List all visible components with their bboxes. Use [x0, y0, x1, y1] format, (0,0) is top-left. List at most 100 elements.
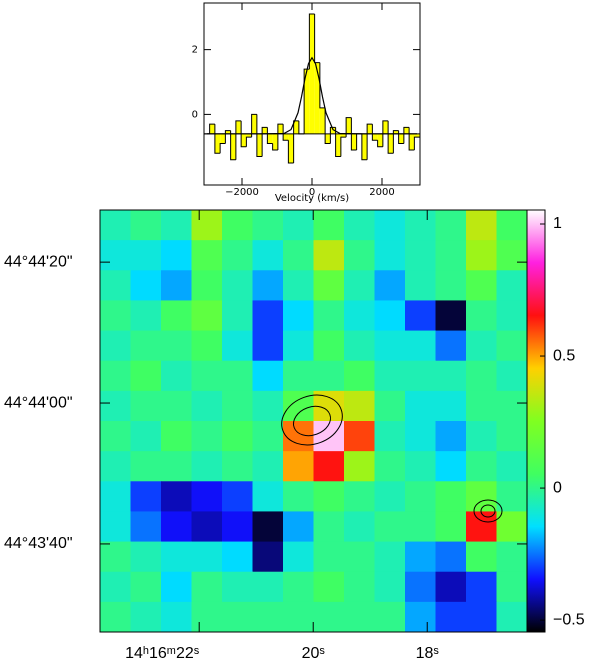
channel-fill [277, 124, 284, 134]
colorbar-tick-label: 0.5 [553, 347, 575, 364]
pixel [405, 541, 436, 573]
pixel [161, 240, 192, 271]
pixel [313, 511, 345, 543]
pixel [435, 481, 467, 512]
channel-step [335, 127, 341, 158]
channel-step [298, 120, 305, 135]
x-tick-label: 20ˢ [302, 645, 326, 662]
pixel [344, 300, 375, 332]
pixel [252, 571, 284, 603]
pixel [252, 360, 284, 392]
pixel [313, 451, 345, 482]
pixel [435, 451, 467, 482]
channel-fill [388, 133, 394, 154]
pixel [466, 541, 497, 573]
pixel [130, 541, 162, 573]
contour [480, 504, 496, 518]
pixel [252, 541, 284, 573]
channel-fill [262, 127, 268, 134]
pixel [100, 270, 131, 301]
pixel [283, 270, 314, 301]
pixel [466, 571, 497, 603]
pixel [283, 360, 314, 392]
gaussian-fit [207, 56, 417, 135]
pixel [496, 390, 528, 422]
pixel [222, 511, 253, 543]
y-tick-label: 2 [192, 45, 198, 56]
channel-fill [241, 133, 247, 147]
pixel [161, 360, 192, 392]
channel-step [398, 130, 404, 145]
channel-step [287, 140, 294, 164]
pixel [252, 240, 284, 271]
pixel [191, 511, 223, 543]
pixel [466, 601, 497, 633]
pixel [130, 481, 162, 512]
channel-step [392, 130, 399, 154]
pixel [191, 601, 223, 633]
pixel [344, 270, 375, 301]
pixel [466, 300, 497, 332]
channel-step [224, 130, 231, 144]
pixel [313, 330, 345, 362]
pixel [161, 451, 192, 482]
pixel [222, 541, 253, 573]
pixel [435, 601, 467, 633]
pixel [252, 601, 284, 633]
contour [473, 499, 503, 523]
channel-fill [382, 120, 389, 134]
pixel [344, 481, 375, 512]
pixel [283, 330, 314, 362]
pixel [100, 571, 131, 603]
pixel [435, 300, 467, 332]
channel-step [345, 117, 352, 138]
pixel [405, 210, 436, 241]
pixel [161, 300, 192, 332]
colorbar-tick-label: 1 [553, 215, 562, 232]
pixel [435, 421, 467, 452]
pixel [405, 300, 436, 332]
pixel [405, 511, 436, 543]
y-tick-label: 0 [192, 109, 198, 120]
channel-step [251, 113, 257, 138]
pixel [222, 571, 253, 603]
pixel [100, 481, 131, 512]
pixel [374, 601, 406, 633]
pixel [466, 330, 497, 362]
channel-step [272, 143, 278, 151]
pixel [313, 541, 345, 573]
pixel [435, 390, 467, 422]
pixel [435, 541, 467, 573]
pixel [191, 390, 223, 422]
pixel [161, 481, 192, 512]
pixel [374, 541, 406, 573]
pixel [466, 270, 497, 301]
channel-fill [330, 127, 336, 134]
pixel [130, 240, 162, 271]
pixel [374, 421, 406, 452]
pixel [283, 210, 314, 241]
channel-fill [209, 124, 215, 134]
channel-step [261, 126, 268, 157]
channel-step [282, 124, 289, 141]
pixel [496, 270, 528, 301]
channel-fill [283, 133, 289, 141]
channel-fill [346, 117, 352, 134]
pixel [100, 210, 131, 241]
channel-fill [319, 107, 326, 134]
pixel [130, 300, 162, 332]
channel-fill [372, 133, 378, 141]
pixel [313, 270, 345, 301]
pixel [161, 270, 192, 301]
pixel [283, 571, 314, 603]
pixel [191, 360, 223, 392]
pixel [100, 421, 131, 452]
pixel [161, 601, 192, 633]
pixel [161, 390, 192, 422]
pixel [252, 210, 284, 241]
channel-fill [220, 133, 226, 144]
channel-fill [288, 133, 294, 163]
channel-fill [214, 133, 221, 154]
pixel [130, 390, 162, 422]
colorbar [526, 209, 546, 633]
